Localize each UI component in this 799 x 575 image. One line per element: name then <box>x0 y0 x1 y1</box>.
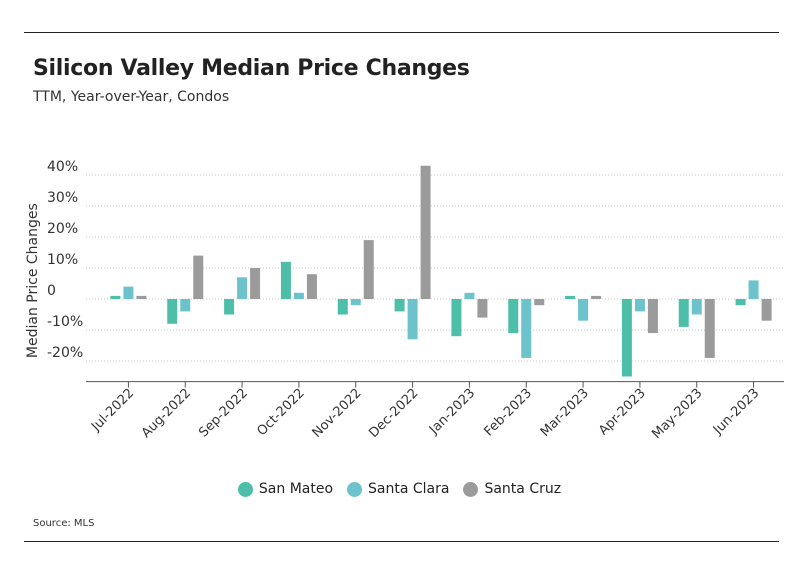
legend-item: San Mateo <box>237 481 334 497</box>
bar <box>761 299 772 321</box>
x-tick-label: Feb-2023 <box>481 386 535 440</box>
bar <box>180 299 191 312</box>
bar <box>407 299 418 340</box>
bar <box>350 299 361 306</box>
bar <box>735 299 746 306</box>
bar <box>565 295 576 299</box>
source-note: Source: MLS <box>33 518 95 529</box>
x-tick-label: May-2023 <box>649 386 705 442</box>
x-tick-label: Aug-2022 <box>139 386 194 441</box>
bar <box>451 299 462 337</box>
bar <box>621 299 632 377</box>
y-tick-label: 30% <box>47 190 78 206</box>
bar <box>280 261 291 299</box>
x-tick-label: Jan-2023 <box>426 386 478 438</box>
legend-swatch <box>463 481 479 497</box>
bar <box>337 299 348 315</box>
bar <box>691 299 702 315</box>
bar <box>306 274 317 299</box>
y-tick-label: 20% <box>47 221 78 237</box>
bar <box>534 299 545 306</box>
x-tick-label: Nov-2022 <box>310 386 365 441</box>
x-tick-label: Sep-2022 <box>196 386 251 441</box>
legend-swatch <box>347 481 363 497</box>
x-tick-label: Mar-2023 <box>538 386 592 440</box>
x-tick-label: Jul-2022 <box>88 386 137 435</box>
legend-label: San Mateo <box>258 481 334 497</box>
y-tick-label: 10% <box>47 252 78 268</box>
bar <box>224 299 235 315</box>
bar <box>193 255 204 299</box>
chart-legend: San Mateo Santa Clara Santa Cruz <box>0 481 799 497</box>
bar <box>634 299 645 312</box>
bar <box>136 295 147 299</box>
bar <box>678 299 689 327</box>
bar <box>647 299 658 334</box>
x-tick-label: Jun-2023 <box>710 386 762 438</box>
y-tick-label: -20% <box>47 345 83 361</box>
x-tick-label: Apr-2023 <box>596 386 649 439</box>
x-tick-label: Oct-2022 <box>255 386 308 439</box>
chart-subtitle: TTM, Year-over-Year, Condos <box>33 89 230 105</box>
bar <box>394 299 405 312</box>
y-axis-title: Median Price Changes <box>25 203 41 358</box>
legend-item: Santa Clara <box>347 481 449 497</box>
legend-label: Santa Clara <box>368 481 450 497</box>
bar <box>167 299 178 324</box>
legend-swatch <box>237 481 253 497</box>
bar <box>704 299 715 358</box>
bar <box>464 292 475 299</box>
legend-label: Santa Cruz <box>484 481 562 497</box>
bar <box>477 299 488 318</box>
bar <box>237 277 248 299</box>
bottom-rule <box>24 541 779 542</box>
top-rule <box>24 32 779 33</box>
x-tick-label: Dec-2022 <box>366 386 421 441</box>
y-tick-label: 40% <box>47 159 78 175</box>
bar <box>578 299 589 321</box>
y-tick-label: -10% <box>47 314 83 330</box>
legend-item: Santa Cruz <box>463 481 561 497</box>
bar <box>363 240 374 299</box>
bar <box>250 268 261 299</box>
bar <box>293 292 304 299</box>
chart-title: Silicon Valley Median Price Changes <box>33 56 470 81</box>
bar <box>123 286 134 299</box>
bar <box>420 165 431 299</box>
bar <box>110 295 121 299</box>
y-tick-label: 0 <box>47 283 56 299</box>
bar <box>521 299 532 358</box>
bar <box>591 295 602 299</box>
bar <box>748 280 759 299</box>
bar <box>508 299 519 334</box>
